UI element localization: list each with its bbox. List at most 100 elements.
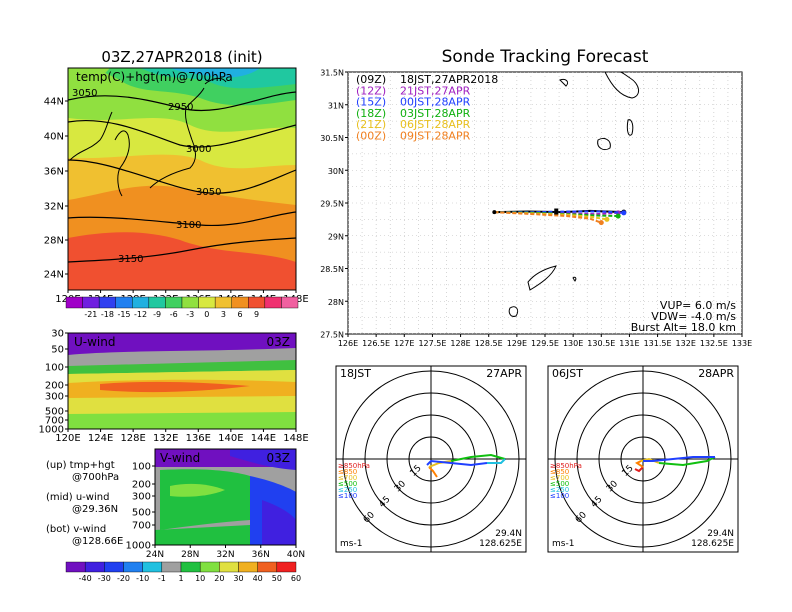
level-label: ≤850 xyxy=(338,468,357,476)
colorbar-swatch xyxy=(65,296,83,309)
note-2-line1: (mid) u-wind xyxy=(46,492,109,503)
wind-colorbar: -40 -30 -20 -10 -1 1 10 20 30 40 50 60 xyxy=(65,561,301,583)
legend-code: (12Z) xyxy=(356,84,386,97)
u-wind-frame xyxy=(67,332,297,430)
colorbar-swatch xyxy=(142,561,163,573)
y-tick-label: 28N xyxy=(44,236,64,247)
legend-code: (00Z) xyxy=(356,130,386,143)
colorbar-label: 0 xyxy=(204,310,209,319)
x-tick-label: 28N xyxy=(181,550,199,560)
v-wind-field xyxy=(155,449,296,545)
level-label: ≤700 xyxy=(338,474,357,482)
x-tick-label: 133E xyxy=(732,339,752,348)
temperature-field xyxy=(68,68,296,290)
tracking-grid xyxy=(348,72,742,334)
temp-map-subtitle: temp(C)+hgt(m)@700hPa xyxy=(76,70,233,84)
level-label: ≤100 xyxy=(550,492,569,500)
contour-label-5: 3100 xyxy=(176,220,201,231)
colorbar-label: -18 xyxy=(101,310,114,319)
y-tick-label: 100 xyxy=(45,363,64,374)
tracking-title: Sonde Tracking Forecast xyxy=(442,47,649,67)
hodo-lat: 29.4N xyxy=(707,529,734,539)
contour-label-6: 3150 xyxy=(118,254,143,265)
level-label: ≤850 xyxy=(550,468,569,476)
tracking-map-panel: Sonde Tracking Forecast 126E 126.5E 127E 12… xyxy=(320,47,752,348)
colorbar-swatch xyxy=(214,296,232,309)
hodo-title-right: 27APR xyxy=(486,367,522,380)
colorbar-label: -6 xyxy=(170,310,178,319)
colorbar-label: 6 xyxy=(237,310,242,319)
note-1-line2: @700hPa xyxy=(72,472,119,483)
colorbar-label: -10 xyxy=(136,574,149,583)
y-tick-label: 50 xyxy=(51,345,64,356)
x-tick-label: 127.5E xyxy=(418,339,446,348)
x-tick-label: 131E xyxy=(619,339,639,348)
x-tick-label: 144E xyxy=(251,433,276,444)
colorbar-label: 60 xyxy=(291,574,301,583)
level-label: ≥850hPa xyxy=(550,462,582,470)
level-label: ≤500 xyxy=(550,480,569,488)
y-tick-label: 27.5N xyxy=(320,331,344,340)
v-wind-title: V-wind xyxy=(160,451,200,465)
tracking-islands xyxy=(508,72,639,317)
y-tick-label: 30.5N xyxy=(320,134,344,143)
y-tick-label: 500 xyxy=(132,508,151,519)
note-2-line2: @29.36N xyxy=(72,504,118,515)
u-wind-x-ticks: 120E 124E 128E 132E 136E 140E 144E 148E xyxy=(55,429,309,444)
temperature-map-panel: 03Z,27APR2018 (init) xyxy=(44,48,309,319)
colorbar-swatch xyxy=(65,561,86,573)
hodo-units: ms-1 xyxy=(552,539,574,549)
hodo-track-segment xyxy=(428,466,438,478)
y-tick-label: 300 xyxy=(132,492,151,503)
hodo-title-left: 18JST xyxy=(340,367,371,380)
level-label: ≥850hPa xyxy=(338,462,370,470)
x-tick-label: 129.5E xyxy=(531,339,559,348)
hodo-lat: 29.4N xyxy=(495,529,522,539)
legend-code: (21Z) xyxy=(356,118,386,131)
level-label: ≤700 xyxy=(550,474,569,482)
y-tick-label: 36N xyxy=(44,167,64,178)
track-endpoint-5 xyxy=(598,220,604,226)
colorbar-swatch xyxy=(98,296,116,309)
temp-map-frame xyxy=(67,67,297,291)
colorbar-swatch xyxy=(248,296,266,309)
track-line-5 xyxy=(494,211,602,224)
colorbar-swatch xyxy=(219,561,239,573)
hodo-track-segment xyxy=(635,460,644,468)
x-tick-label: 126.5E xyxy=(362,339,390,348)
y-tick-label: 1000 xyxy=(126,541,151,552)
hodo-lon: 128.625E xyxy=(479,539,522,549)
hodo-track-segment xyxy=(643,456,715,462)
v-wind-time: 03Z xyxy=(267,451,291,465)
y-tick-label: 28N xyxy=(328,298,344,307)
level-label: ≤100 xyxy=(338,492,357,500)
colorbar-swatch xyxy=(84,561,105,573)
x-tick-label: 124E xyxy=(88,433,113,444)
colorbar-label: -30 xyxy=(98,574,111,583)
x-tick-label: 128E xyxy=(450,339,470,348)
temp-colorbar: -21 -18 -15 -12 -9 -6 -3 0 3 6 9 xyxy=(65,296,299,319)
info-vup: VUP= 6.0 m/s xyxy=(660,299,736,312)
y-tick-label: 30 xyxy=(51,329,64,340)
y-tick-label: 28.5N xyxy=(320,265,344,274)
x-tick-label: 129E xyxy=(507,339,527,348)
y-tick-label: 700 xyxy=(132,521,151,532)
colorbar-swatch xyxy=(148,296,166,309)
level-label: ≤500 xyxy=(338,480,357,488)
x-tick-label: 32N xyxy=(216,550,234,560)
colorbar-swatch xyxy=(123,561,143,573)
height-contours xyxy=(68,91,296,263)
colorbar-label: 40 xyxy=(253,574,263,583)
temp-map-title: 03Z,27APR2018 (init) xyxy=(101,48,262,66)
x-tick-label: 132.5E xyxy=(700,339,728,348)
y-tick-label: 29N xyxy=(328,232,344,241)
contour-label-2: 2950 xyxy=(168,102,193,113)
x-tick-label: 120E xyxy=(55,433,80,444)
level-label: ≤250 xyxy=(550,486,569,494)
colorbar-label: -3 xyxy=(186,310,194,319)
colorbar-label: -15 xyxy=(117,310,130,319)
